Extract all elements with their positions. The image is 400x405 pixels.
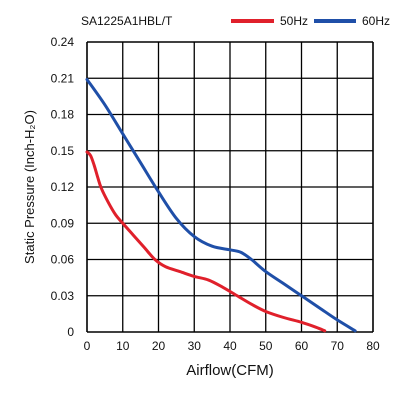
x-tick-label: 60 (295, 339, 309, 353)
x-tick-label: 30 (188, 339, 202, 353)
y-tick-label: 0.03 (51, 289, 75, 303)
x-tick-label: 80 (366, 339, 380, 353)
x-tick-label: 50 (259, 339, 273, 353)
x-axis-title: Airflow(CFM) (186, 362, 274, 379)
legend-label-50hz: 50Hz (280, 14, 308, 28)
y-tick-label: 0.12 (51, 180, 75, 194)
y-tick-label: 0 (67, 325, 74, 339)
tick-label-layer: 0 10 20 30 40 50 60 70 80 0 0.03 0.06 0.09 0.12 0.15 0.… (51, 35, 380, 353)
series-line-50hz (85, 150, 327, 333)
y-tick-label: 0.15 (51, 144, 75, 158)
y-tick-label: 0.18 (51, 108, 75, 122)
legend-label-60hz: 60Hz (362, 14, 390, 28)
grid-layer (86, 41, 374, 333)
y-tick-label: 0.09 (51, 216, 75, 230)
legend: 50Hz 60Hz (231, 14, 390, 28)
x-tick-label: 70 (331, 339, 345, 353)
y-tick-label: 0.24 (51, 35, 75, 49)
series-layer (85, 77, 357, 333)
x-tick-label: 40 (223, 339, 237, 353)
y-tick-label: 0.21 (51, 71, 75, 85)
chart-title: SA1225A1HBL/T (81, 14, 173, 28)
y-tick-label: 0.06 (51, 253, 75, 267)
series-line-60hz (85, 77, 357, 333)
y-axis-title: Static Pressure (Inch-H₂O) (22, 110, 37, 264)
x-tick-label: 0 (84, 339, 91, 353)
x-tick-label: 10 (116, 339, 130, 353)
x-tick-label: 20 (152, 339, 166, 353)
